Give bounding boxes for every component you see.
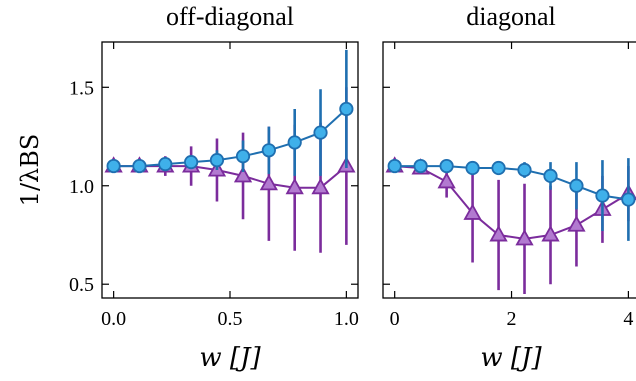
data-point-circle <box>517 162 532 178</box>
panel-title-diagonal: diagonal <box>466 2 556 31</box>
data-point-triangle <box>541 225 560 242</box>
series-right <box>385 156 636 295</box>
data-point-triangle <box>489 225 508 242</box>
y-tick-label: 1.5 <box>69 77 94 99</box>
data-point-circle <box>158 156 173 172</box>
series-triangle <box>385 156 636 295</box>
data-point-triangle <box>463 203 482 220</box>
data-point-circle <box>439 158 454 174</box>
series-line <box>394 165 629 240</box>
x-tick-label: 2 <box>507 308 517 330</box>
y-tick-label: 1.0 <box>69 176 94 198</box>
data-point-circle <box>387 158 402 174</box>
data-point-circle <box>184 155 199 170</box>
data-point-circle <box>569 178 584 193</box>
data-point-circle <box>595 188 610 203</box>
data-point-circle <box>491 160 506 176</box>
series-line <box>394 165 629 201</box>
series-line <box>113 165 348 189</box>
data-point-triangle <box>567 215 586 232</box>
plot-frame-right <box>382 41 636 299</box>
x-tick-label: 0.0 <box>101 308 126 330</box>
series-circle <box>387 158 636 241</box>
data-point-circle <box>465 160 480 176</box>
ticks-right: 0 2 4 <box>383 42 633 330</box>
x-tick-label: 1.0 <box>334 308 359 330</box>
data-point-triangle <box>233 166 253 183</box>
y-axis-label: 1/λBS <box>16 134 44 207</box>
data-point-triangle <box>285 177 304 195</box>
data-point-circle <box>621 192 636 207</box>
x-tick-label: 0 <box>390 308 400 330</box>
data-point-triangle <box>437 171 456 189</box>
series-circle <box>106 49 354 176</box>
data-point-triangle <box>311 177 330 195</box>
data-point-circle <box>261 143 276 158</box>
ticks-left: 0.0 0.5 1.0 0.5 1.0 1.5 <box>69 42 359 330</box>
x-axis-label-right: w [J] <box>480 343 542 373</box>
data-point-circle <box>106 158 121 174</box>
data-point-circle <box>313 125 328 140</box>
series-left <box>104 49 356 253</box>
data-point-circle <box>235 149 251 164</box>
data-point-triangle <box>515 229 534 246</box>
x-axis-label-left: w [J] <box>199 343 261 373</box>
data-point-circle <box>413 158 428 174</box>
data-point-circle <box>543 168 558 184</box>
panel-title-off-diagonal: off-diagonal <box>166 2 294 31</box>
data-point-circle <box>209 153 225 168</box>
y-tick-label: 0.5 <box>69 274 94 296</box>
panel-off-diagonal: off-diagonal 0.0 0.5 1.0 0.5 1.0 1.5 w [J] <box>69 2 359 373</box>
data-point-circle <box>132 158 147 174</box>
x-tick-label: 0.5 <box>218 308 243 330</box>
data-point-circle <box>339 101 354 117</box>
x-tick-label: 4 <box>623 308 633 330</box>
panel-diagonal: diagonal 0 2 4 w [J] <box>382 2 636 373</box>
data-point-triangle <box>259 173 278 191</box>
series-line <box>113 108 348 168</box>
data-point-circle <box>287 135 302 150</box>
